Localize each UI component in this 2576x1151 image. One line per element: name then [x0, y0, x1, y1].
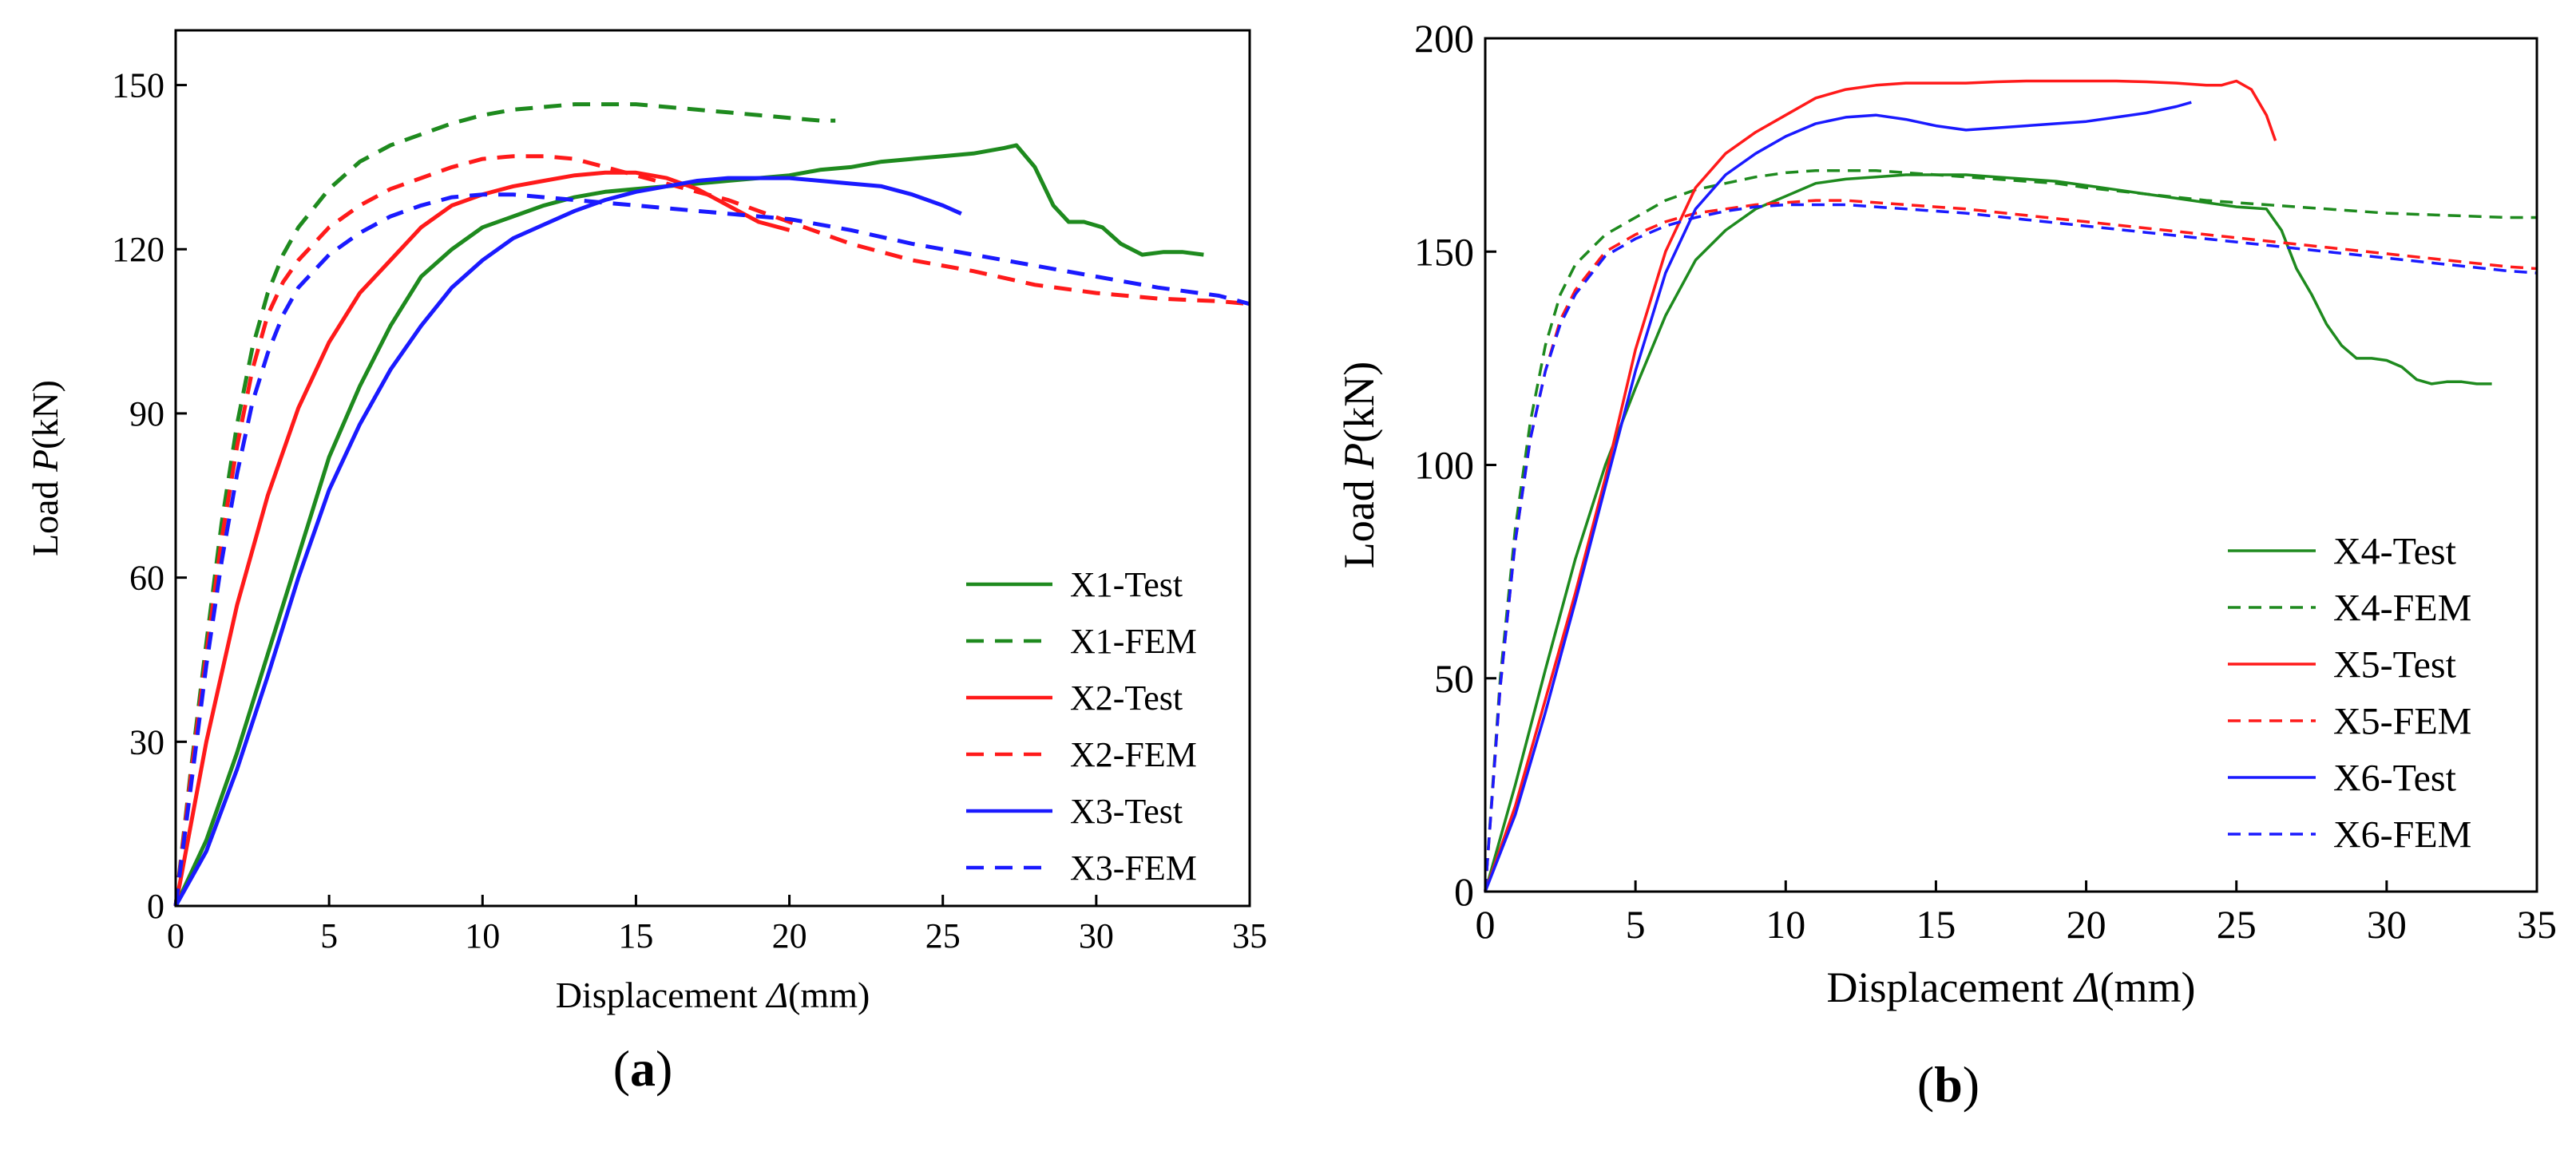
y-tick-label: 150	[1414, 229, 1474, 274]
y-tick-label: 60	[129, 559, 164, 598]
x-tick-label: 35	[2517, 902, 2557, 947]
y-tick-label: 0	[147, 887, 164, 926]
x-tick-label: 0	[1476, 902, 1496, 947]
x-axis-label-unit: (mm)	[2100, 963, 2196, 1011]
chart-panel-a: 0 5 10 15 20 25 30 35 0 30 60 90 120 150 Displacement …	[25, 29, 1267, 1097]
y-axis-label: Load P(kN)	[25, 380, 65, 556]
series-line-x3-test	[173, 176, 962, 908]
x-tick-label: 10	[1766, 902, 1805, 947]
legend-label: X6-Test	[2333, 757, 2457, 799]
x-axis-label: Displacement Δ(mm)	[1826, 963, 2195, 1011]
x-tick-label: 0	[167, 916, 184, 955]
x-tick-label: 10	[465, 916, 500, 955]
series-line-x4-test	[1484, 173, 2492, 892]
y-tick-label: 0	[1454, 869, 1474, 914]
x-tick-label: 30	[1079, 916, 1114, 955]
legend-label: X3-FEM	[1070, 848, 1197, 888]
y-tick-label: 200	[1414, 16, 1474, 61]
panel-caption-close: )	[1963, 1056, 1980, 1113]
panel-caption-close: )	[656, 1040, 672, 1097]
series-line-x2-fem	[173, 154, 1250, 907]
y-axis-label: Load P(kN)	[1335, 362, 1383, 568]
x-tick-label: 15	[1916, 902, 1956, 947]
x-tick-label: 25	[925, 916, 961, 955]
x-axis-label-text: Displacement	[1826, 963, 2074, 1011]
x-axis-label-symbol: Δ	[765, 975, 788, 1015]
series-line-x5-test	[1484, 79, 2277, 892]
panel-caption-letter: a	[630, 1040, 656, 1097]
x-axis-label-text: Displacement	[556, 975, 767, 1015]
panel-caption: (a)	[613, 1040, 673, 1097]
legend-label: X1-FEM	[1070, 622, 1197, 661]
x-tick-label: 25	[2217, 902, 2257, 947]
y-tick-label: 30	[129, 722, 164, 761]
legend-label: X4-FEM	[2333, 587, 2471, 629]
y-tick-label: 150	[112, 66, 164, 105]
y-axis-label-unit: (kN)	[1335, 362, 1383, 443]
y-axis-label-text: Load	[1335, 469, 1383, 568]
x-axis-label-unit: (mm)	[788, 975, 870, 1015]
y-tick-label: 90	[129, 394, 164, 433]
y-axis-label-unit: (kN)	[25, 380, 65, 449]
legend-label: X2-Test	[1070, 678, 1183, 718]
x-axis-label-symbol: Δ	[2073, 963, 2100, 1011]
x-axis-label: Displacement Δ(mm)	[556, 975, 870, 1015]
x-tick-label: 20	[2067, 902, 2106, 947]
series-line-x4-fem	[1484, 168, 2537, 892]
panel-caption-letter: b	[1934, 1056, 1963, 1113]
legend-label: X1-Test	[1070, 565, 1183, 604]
series-line-x6-test	[1484, 101, 2192, 892]
x-tick-label: 20	[772, 916, 807, 955]
series-line-x3-fem	[173, 192, 1250, 907]
panel-caption-open: (	[613, 1040, 630, 1097]
x-tick-label: 35	[1232, 916, 1267, 955]
y-axis-label-text: Load	[25, 472, 65, 556]
legend: X4-Test X4-FEM X5-Test X5-FEM X6-Test X6-FEM	[2228, 530, 2471, 856]
plot-frame	[174, 29, 1251, 908]
legend: X1-Test X1-FEM X2-Test X2-FEM X3-Test X3-FEM	[966, 565, 1197, 888]
y-tick-label: 50	[1434, 656, 1474, 701]
panel-caption: (b)	[1917, 1056, 1980, 1113]
legend-label: X5-Test	[2333, 643, 2457, 686]
y-axis-label-symbol: P	[25, 449, 65, 473]
x-tick-label: 5	[320, 916, 338, 955]
x-tick-label: 15	[618, 916, 653, 955]
panel-caption-open: (	[1917, 1056, 1934, 1113]
legend-label: X2-FEM	[1070, 735, 1197, 774]
y-axis-label-symbol: P	[1335, 443, 1383, 470]
x-tick-label: 5	[1626, 902, 1646, 947]
chart-panel-b: 0 5 10 15 20 25 30 35 0 50 100 150 200 Displacement Δ…	[1335, 16, 2557, 1113]
legend-label: X4-Test	[2333, 530, 2457, 572]
legend-label: X3-Test	[1070, 792, 1183, 831]
legend-label: X5-FEM	[2333, 700, 2471, 742]
series-line-x6-fem	[1484, 203, 2538, 892]
y-tick-label: 100	[1414, 443, 1474, 488]
series-line-x1-fem	[173, 102, 836, 907]
y-tick-label: 120	[112, 230, 164, 269]
legend-label: X6-FEM	[2333, 813, 2471, 856]
x-tick-label: 30	[2367, 902, 2407, 947]
